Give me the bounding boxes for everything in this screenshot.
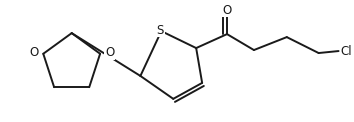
Text: O: O <box>105 46 114 59</box>
Text: O: O <box>222 4 232 17</box>
Text: O: O <box>29 46 38 59</box>
Text: Cl: Cl <box>341 45 352 58</box>
Text: S: S <box>156 24 164 37</box>
